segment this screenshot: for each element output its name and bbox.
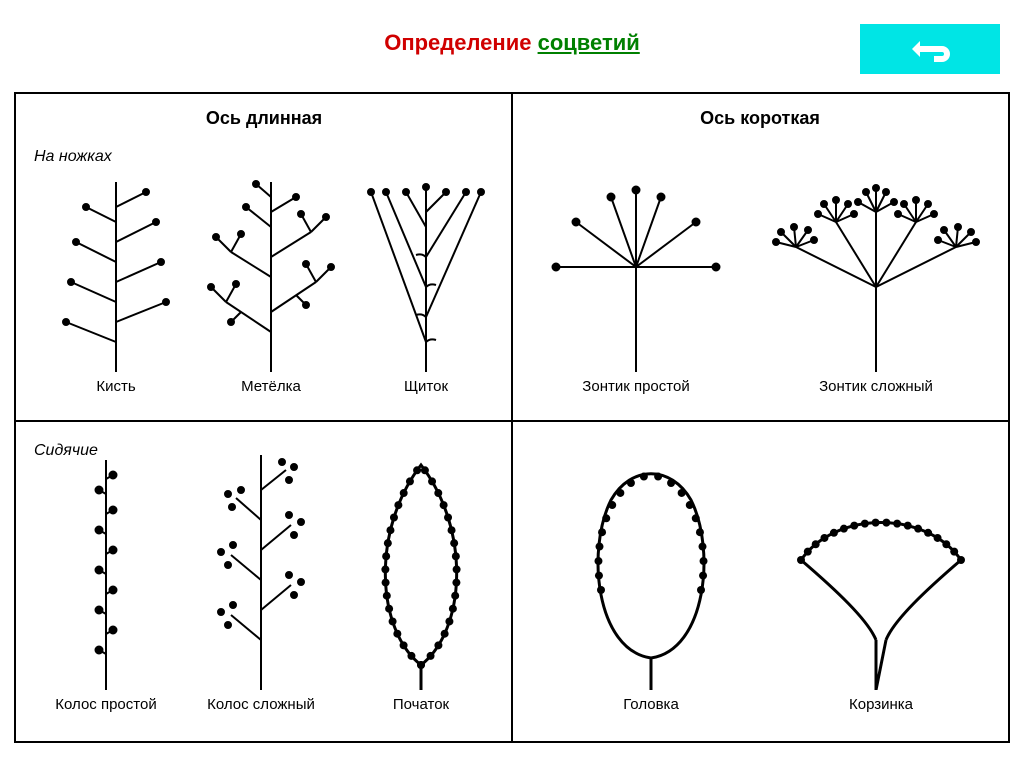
label-metelka: Метёлка	[241, 378, 301, 395]
cell-shchitok: Щиток	[356, 172, 496, 395]
classification-grid: Ось длинная Ось короткая На ножках Сидяч…	[14, 92, 1010, 743]
grid-h-divider	[16, 420, 1008, 422]
cell-korzinka: Корзинка	[776, 440, 986, 713]
cell-kolos-slozhny: Колос сложный	[186, 440, 336, 713]
grid-v-divider	[511, 94, 513, 741]
diagram-kolos-prostoi	[36, 440, 176, 690]
diagram-golovka	[556, 440, 746, 690]
cell-zontik-prostoi: Зонтик простой	[526, 172, 746, 395]
diagram-pochatok	[346, 440, 496, 690]
label-shchitok: Щиток	[404, 378, 448, 395]
label-kist: Кисть	[96, 378, 135, 395]
cell-kist: Кисть	[46, 172, 186, 395]
diagram-zontik-slozhny	[756, 172, 996, 372]
back-button[interactable]	[860, 24, 1000, 74]
label-kolos-prostoi: Колос простой	[55, 696, 156, 713]
cell-metelka: Метёлка	[196, 172, 346, 395]
diagram-shchitok	[356, 172, 496, 372]
label-zontik-slozhny: Зонтик сложный	[819, 378, 933, 395]
title-word-2: соцветий	[538, 30, 640, 55]
col-header-long-axis: Ось длинная	[16, 108, 512, 129]
cell-pochatok: Початок	[346, 440, 496, 713]
cell-zontik-slozhny: Зонтик сложный	[756, 172, 996, 395]
diagram-metelka	[196, 172, 346, 372]
label-golovka: Головка	[623, 696, 679, 713]
diagram-zontik-prostoi	[526, 172, 746, 372]
label-pochatok: Початок	[393, 696, 449, 713]
cell-golovka: Головка	[556, 440, 746, 713]
diagram-kolos-slozhny	[186, 440, 336, 690]
diagram-korzinka	[776, 440, 986, 690]
label-zontik-prostoi: Зонтик простой	[582, 378, 689, 395]
label-korzinka: Корзинка	[849, 696, 913, 713]
cell-kolos-prostoi: Колос простой	[36, 440, 176, 713]
label-kolos-slozhny: Колос сложный	[207, 696, 315, 713]
col-header-short-axis: Ось короткая	[512, 108, 1008, 129]
u-turn-icon	[900, 31, 960, 67]
diagram-kist	[46, 172, 186, 372]
row-label-stalked: На ножках	[34, 148, 112, 166]
title-word-1: Определение	[384, 30, 537, 55]
